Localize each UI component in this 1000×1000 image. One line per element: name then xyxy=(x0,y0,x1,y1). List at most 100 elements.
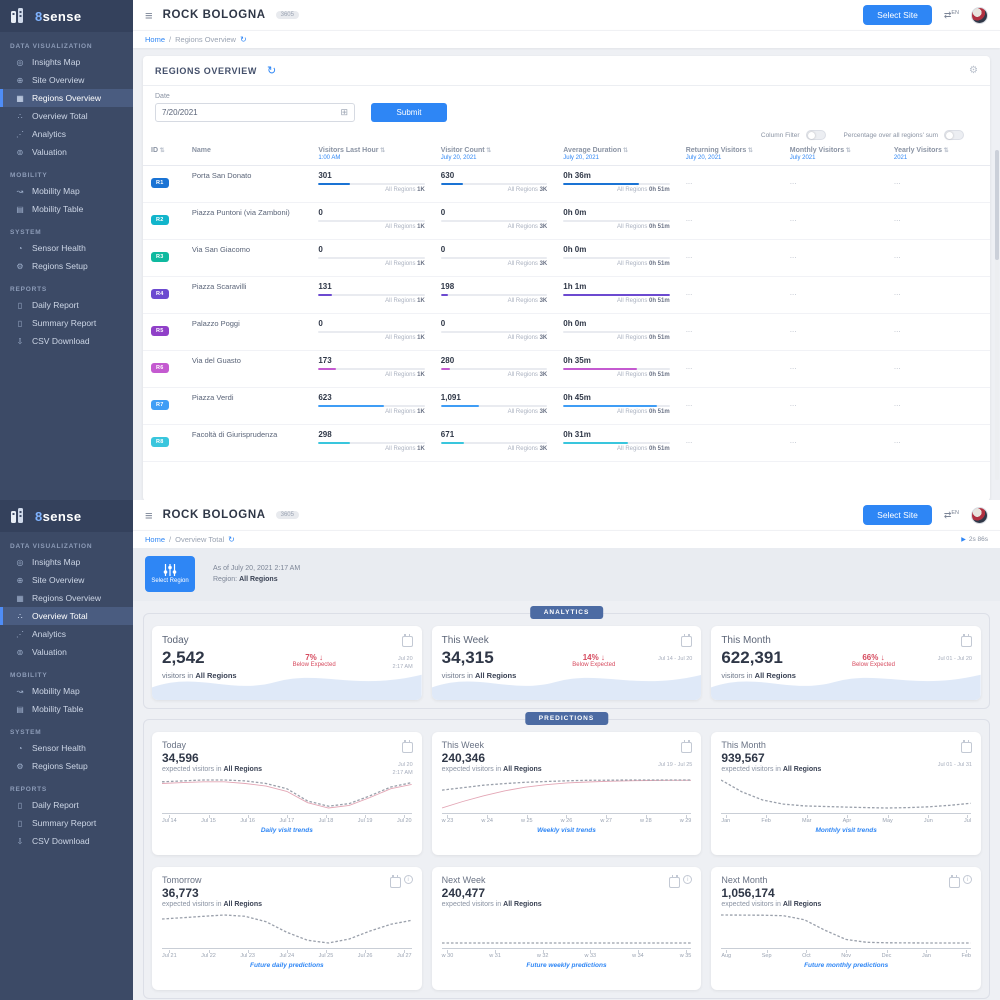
analytics-card-today: Today 2,542 visitors in All Regions 7% ↓ Bel… xyxy=(152,626,422,700)
sidebar-item-overview-total[interactable]: ∴ Overview Total xyxy=(0,107,133,125)
sidebar-item-analytics[interactable]: ⋰ Analytics xyxy=(0,625,133,643)
metric-bar xyxy=(563,331,670,333)
table-row[interactable]: R4 Piazza Scaravilli 131 All Regions 1K 198 A… xyxy=(143,277,990,314)
x-tick-label: w 35 xyxy=(679,950,692,959)
sort-icon[interactable]: ⇅ xyxy=(621,148,629,154)
sidebar-item-daily-report[interactable]: ▯ Daily Report xyxy=(0,296,133,314)
sort-icon[interactable]: ⇅ xyxy=(484,148,492,154)
sidebar-item-regions-setup[interactable]: ⚙ Regions Setup xyxy=(0,757,133,775)
language-switcher[interactable]: ⇄EN xyxy=(943,9,959,20)
column-header-visitors-last-hour[interactable]: Visitors Last Hour ⇅ 1:00 AM xyxy=(310,144,433,166)
sidebar-item-summary-report[interactable]: ▯ Summary Report xyxy=(0,314,133,332)
empty-metric-cell: ... xyxy=(678,388,782,425)
sidebar-item-insights-map[interactable]: ◎ Insights Map xyxy=(0,53,133,71)
sidebar-item-label: Regions Overview xyxy=(32,93,101,103)
sidebar-item-sensor-health[interactable]: ◔ Sensor Health xyxy=(0,239,133,257)
card-value: 34,315 xyxy=(441,648,494,667)
sidebar-item-daily-report[interactable]: ▯ Daily Report xyxy=(0,796,133,814)
sidebar-item-mobility-table[interactable]: ▤ Mobility Table xyxy=(0,200,133,218)
column-header-visitor-count[interactable]: Visitor Count ⇅ July 20, 2021 xyxy=(432,144,556,166)
wave-decoration xyxy=(152,674,422,700)
sort-icon[interactable]: ⇅ xyxy=(746,148,753,154)
select-region-button[interactable]: Select Region xyxy=(145,556,195,592)
table-row[interactable]: R5 Palazzo Poggi 0 All Regions 1K 0 All Regio… xyxy=(143,314,990,351)
sidebar-item-analytics[interactable]: ⋰ Analytics xyxy=(0,125,133,143)
user-avatar[interactable] xyxy=(971,6,988,24)
sidebar-item-regions-setup[interactable]: ⚙ Regions Setup xyxy=(0,257,133,275)
x-tick-label: Feb xyxy=(761,815,771,824)
card-date-range: Jul 14 - Jul 20 xyxy=(658,656,693,662)
table-row[interactable]: R6 Via del Guasto 173 All Regions 1K 280 All … xyxy=(143,351,990,388)
table-row[interactable]: R2 Piazza Puntoni (via Zamboni) 0 All Regio… xyxy=(143,203,990,240)
language-code: EN xyxy=(951,9,959,16)
sidebar-item-label: Mobility Map xyxy=(32,186,80,196)
sort-icon[interactable]: ⇅ xyxy=(378,148,386,154)
select-site-button[interactable]: Select Site xyxy=(863,505,932,525)
info-icon[interactable]: i xyxy=(962,875,972,884)
user-avatar[interactable] xyxy=(971,506,988,524)
refresh-icon[interactable]: ↻ xyxy=(228,535,235,544)
sidebar-item-summary-report[interactable]: ▯ Summary Report xyxy=(0,814,133,832)
metric-cell: 0 All Regions 3K xyxy=(433,203,555,240)
play-icon[interactable]: ▶ xyxy=(961,537,966,543)
column-filter-toggle[interactable] xyxy=(805,130,826,140)
table-row[interactable]: R7 Piazza Verdi 623 All Regions 1K 1,091 All … xyxy=(143,388,990,425)
breadcrumb-home-link[interactable]: Home xyxy=(145,35,166,44)
sidebar-item-sensor-health[interactable]: ◔ Sensor Health xyxy=(0,739,133,757)
column-header-average-duration[interactable]: Average Duration ⇅ July 20, 2021 xyxy=(555,144,678,166)
region-id-badge: R8 xyxy=(151,437,169,447)
region-id-cell: R5 xyxy=(143,314,184,351)
sidebar-item-mobility-table[interactable]: ▤ Mobility Table xyxy=(0,700,133,718)
column-header-returning-visitors[interactable]: Returning Visitors ⇅ July 20, 2021 xyxy=(677,144,782,166)
column-header-monthly-visitors[interactable]: Monthly Visitors ⇅ July 2021 xyxy=(781,144,886,166)
panel-settings-gear-icon[interactable]: ⚙ xyxy=(969,65,978,76)
hamburger-menu-icon[interactable]: ≡ xyxy=(145,7,153,23)
info-icon[interactable]: i xyxy=(683,875,693,884)
sidebar-item-insights-map[interactable]: ◎ Insights Map xyxy=(0,553,133,571)
calendar-icon[interactable]: ⊞ xyxy=(340,107,348,117)
breadcrumb-home-link[interactable]: Home xyxy=(145,535,166,544)
sidebar-item-csv-download[interactable]: ⇩ CSV Download xyxy=(0,332,133,350)
sort-icon[interactable]: ⇅ xyxy=(941,148,949,154)
info-icon[interactable]: i xyxy=(403,875,413,884)
sidebar-item-label: Analytics xyxy=(32,129,67,139)
hamburger-menu-icon[interactable]: ≡ xyxy=(145,507,153,523)
logo-text: 8sense xyxy=(35,508,82,524)
sidebar-item-site-overview[interactable]: ⊕ Site Overview xyxy=(0,571,133,589)
sidebar-item-site-overview[interactable]: ⊕ Site Overview xyxy=(0,71,133,89)
sidebar-item-overview-total[interactable]: ∴ Overview Total xyxy=(0,607,133,625)
sidebar-item-csv-download[interactable]: ⇩ CSV Download xyxy=(0,832,133,850)
metric-value: 298 xyxy=(318,430,332,439)
table-row[interactable]: R8 Facoltà di Giurisprudenza 298 All Region… xyxy=(143,425,990,462)
metric-cell: 1h 1m All Regions 0h 51m xyxy=(555,277,677,314)
sort-icon[interactable]: ⇅ xyxy=(158,148,165,154)
select-site-button[interactable]: Select Site xyxy=(863,5,932,25)
sidebar-item-mobility-map[interactable]: ↝ Mobility Map xyxy=(0,682,133,700)
metric-value: 0 xyxy=(318,245,323,254)
refresh-icon[interactable]: ↻ xyxy=(239,35,247,44)
app-logo[interactable]: 8sense xyxy=(0,500,133,532)
app-logo[interactable]: 8sense xyxy=(0,0,133,32)
sidebar-item-regions-overview[interactable]: ▦ Regions Overview xyxy=(0,589,133,607)
column-header-yearly-visitors[interactable]: Yearly Visitors ⇅ 2021 xyxy=(885,144,990,166)
date-input[interactable]: 7/20/2021 ⊞ xyxy=(155,103,355,122)
chart-caption: Weekly visit trends xyxy=(537,827,596,834)
breadcrumb: Home / Regions Overview ↻ xyxy=(133,30,1000,48)
sidebar-item-mobility-map[interactable]: ↝ Mobility Map xyxy=(0,182,133,200)
sidebar-item-valuation[interactable]: ⊚ Valuation xyxy=(0,143,133,161)
card-date-block: Jul 01 - Jul 20 xyxy=(938,634,972,663)
table-row[interactable]: R3 Via San Giacomo 0 All Regions 1K 0 All Reg… xyxy=(143,240,990,277)
table-row[interactable]: R1 Porta San Donato 301 All Regions 1K 630 Al… xyxy=(143,166,990,203)
no-data-value: ... xyxy=(685,399,693,408)
sidebar-item-regions-overview[interactable]: ▦ Regions Overview xyxy=(0,89,133,107)
empty-metric-cell: ... xyxy=(678,425,782,462)
sort-icon[interactable]: ⇅ xyxy=(844,148,851,154)
language-switcher[interactable]: ⇄EN xyxy=(943,509,959,520)
vertical-scrollbar[interactable] xyxy=(995,150,999,480)
sidebar-item-valuation[interactable]: ⊚ Valuation xyxy=(0,643,133,661)
percentage-sum-toggle[interactable] xyxy=(944,130,964,140)
submit-button[interactable]: Submit xyxy=(371,103,447,122)
column-header-id[interactable]: ID ⇅ xyxy=(143,144,184,166)
x-tick-label: Jan xyxy=(721,815,731,824)
sidebar-item-label: Insights Map xyxy=(32,57,81,67)
